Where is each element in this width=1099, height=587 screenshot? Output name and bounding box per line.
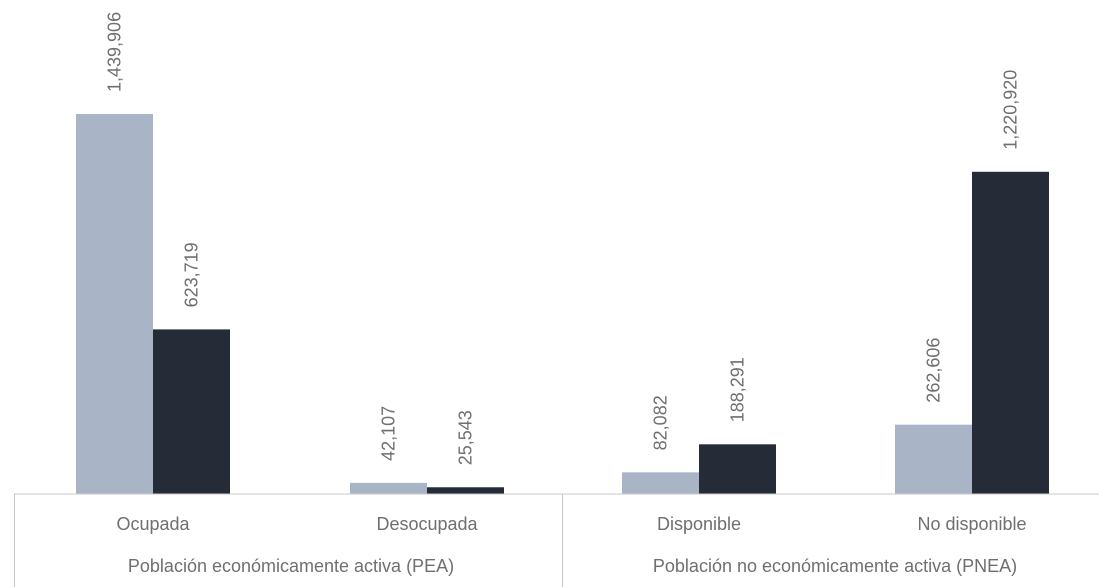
bar-series2-no-disponible: [972, 171, 1049, 494]
group-label-pnea: Población no económicamente activa (PNEA…: [653, 556, 1017, 576]
data-label-series1-no-disponible: 262,606: [924, 338, 944, 403]
data-label-series1-disponible: 82,082: [651, 395, 671, 450]
bar-series1-desocupada: [350, 482, 427, 494]
category-axis: Ocupada Desocupada Disponible No disponi…: [14, 493, 1099, 587]
tick-label-ocupada: Ocupada: [116, 514, 190, 534]
tick-label-disponible: Disponible: [657, 514, 741, 534]
tick-label-desocupada: Desocupada: [376, 514, 478, 534]
bars-layer: [76, 114, 1049, 494]
data-labels-layer: 1,439,906 42,107 82,082 262,606 623,719 25,54…: [105, 12, 1021, 465]
data-label-series1-desocupada: 42,107: [379, 406, 399, 461]
bar-series2-disponible: [699, 444, 776, 494]
tick-label-no-disponible: No disponible: [917, 514, 1026, 534]
data-label-series1-ocupada: 1,439,906: [105, 12, 125, 92]
bar-series1-disponible: [622, 472, 699, 494]
data-label-series2-no-disponible: 1,220,920: [1001, 70, 1021, 150]
bar-series2-ocupada: [153, 329, 230, 494]
data-label-series2-desocupada: 25,543: [456, 410, 476, 465]
data-label-series2-ocupada: 623,719: [182, 242, 202, 307]
bar-series1-no-disponible: [895, 424, 972, 494]
bar-series1-ocupada: [76, 114, 153, 494]
group-label-pea: Población económicamente activa (PEA): [128, 556, 454, 576]
data-label-series2-disponible: 188,291: [728, 357, 748, 422]
bar-series2-desocupada: [427, 487, 504, 494]
